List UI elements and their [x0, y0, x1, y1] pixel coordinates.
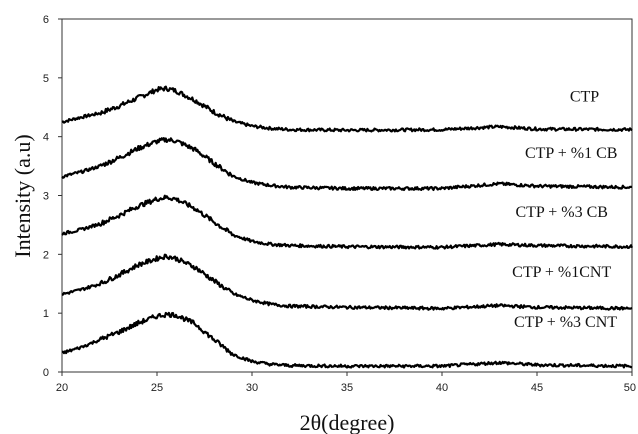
y-tick-label: 0 [43, 367, 49, 379]
y-axis-title: Intensity (a.u) [10, 134, 35, 257]
y-tick-label: 6 [43, 14, 49, 26]
series-label-4: CTP + %3 CNT [514, 314, 617, 331]
series-line-4 [61, 311, 633, 369]
x-tick-label: 45 [531, 382, 543, 394]
x-tick-label: 50 [624, 382, 636, 394]
series-label-0: CTP [570, 89, 599, 106]
x-axis-title: 2θ(degree) [300, 410, 395, 434]
x-tick-label: 35 [341, 382, 353, 394]
x-tick-label: 30 [246, 382, 258, 394]
y-tick-label: 3 [43, 191, 49, 203]
series-line-3 [61, 253, 633, 311]
x-axis-ticks: 20 25 30 35 40 45 50 [56, 372, 636, 394]
series-label-1: CTP + %1 CB [525, 145, 617, 162]
x-tick-label: 20 [56, 382, 68, 394]
series-line-0 [61, 85, 633, 133]
y-tick-label: 5 [43, 73, 49, 85]
series-labels: CTP CTP + %1 CB CTP + %3 CB CTP + %1CNT CTP … [512, 89, 617, 331]
y-tick-label: 2 [43, 249, 49, 261]
y-axis-ticks: 0 1 2 3 4 5 6 [43, 14, 62, 379]
series-label-3: CTP + %1CNT [512, 264, 611, 281]
y-tick-label: 4 [43, 132, 49, 144]
series-line-1 [61, 137, 633, 191]
series-lines [61, 85, 634, 369]
y-tick-label: 1 [43, 308, 49, 320]
series-line-2 [61, 194, 634, 250]
x-tick-label: 40 [436, 382, 448, 394]
series-label-2: CTP + %3 CB [515, 204, 607, 221]
x-tick-label: 25 [151, 382, 163, 394]
